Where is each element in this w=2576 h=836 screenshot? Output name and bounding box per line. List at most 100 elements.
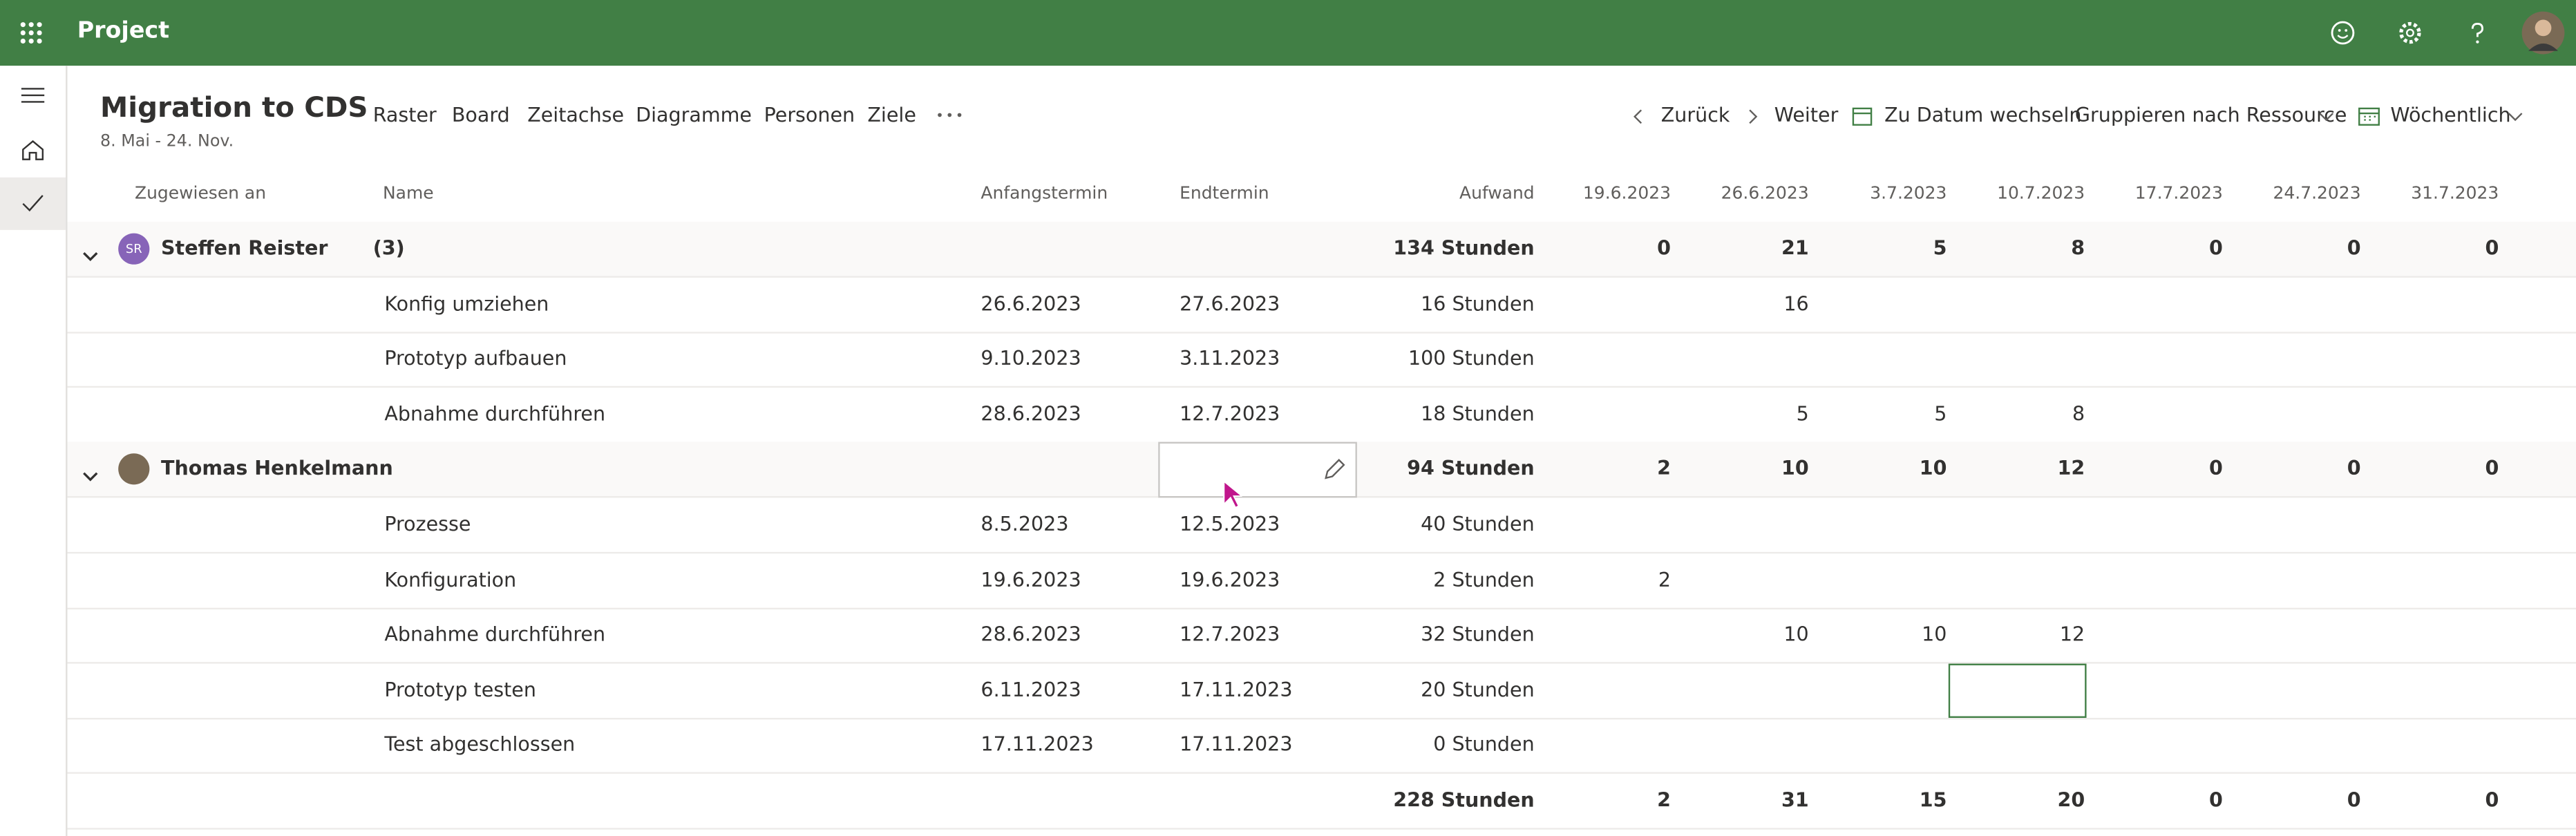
week-header: 26.6.2023 bbox=[1721, 184, 1809, 204]
task-name: Konfiguration bbox=[384, 567, 517, 591]
home-icon[interactable] bbox=[20, 136, 46, 162]
end-date: 19.6.2023 bbox=[1180, 567, 1280, 591]
effort: 32 Stunden bbox=[1421, 623, 1535, 646]
toolbar-icon bbox=[2358, 104, 2380, 135]
start-date: 17.11.2023 bbox=[981, 733, 1094, 757]
feedback-icon[interactable] bbox=[2329, 20, 2356, 46]
user-avatar[interactable] bbox=[2520, 10, 2566, 56]
task-name: Abnahme durchführen bbox=[384, 402, 606, 426]
expand-chevron[interactable] bbox=[82, 240, 99, 271]
week-value: 0 bbox=[2209, 236, 2223, 260]
task-name: Test abgeschlossen bbox=[384, 733, 576, 757]
tab[interactable]: Board bbox=[451, 103, 510, 127]
column-header: Aufwand bbox=[1459, 184, 1535, 204]
effort: 18 Stunden bbox=[1421, 402, 1535, 426]
task-row[interactable]: Abnahme durchführen 28.6.2023 12.7.2023 18 … bbox=[67, 388, 2576, 444]
resource-name: Steffen Reister bbox=[161, 236, 328, 260]
week-value: 2 bbox=[1657, 788, 1671, 812]
week-value: 10 bbox=[1922, 623, 1947, 646]
effort: 0 Stunden bbox=[1433, 733, 1535, 757]
week-value: 15 bbox=[1919, 788, 1947, 812]
more-icon[interactable] bbox=[936, 112, 963, 119]
task-row[interactable]: Konfig umziehen 26.6.2023 27.6.2023 16 Stun… bbox=[67, 277, 2576, 333]
task-name: Abnahme durchführen bbox=[384, 623, 606, 646]
week-value: 16 bbox=[1783, 292, 1809, 315]
week-value: 21 bbox=[1781, 236, 1809, 260]
tab[interactable]: Personen bbox=[764, 103, 855, 127]
settings-icon[interactable] bbox=[2397, 20, 2423, 46]
waffle-icon[interactable] bbox=[20, 21, 43, 44]
task-row[interactable]: Konfiguration 19.6.2023 19.6.2023 2 Stunden… bbox=[67, 553, 2576, 609]
task-name: Prototyp testen bbox=[384, 678, 536, 701]
edit-cell[interactable] bbox=[1158, 442, 1357, 499]
toolbar-button[interactable]: Zurück bbox=[1660, 103, 1730, 127]
toolbar-icon bbox=[1852, 104, 1875, 135]
tab[interactable]: Raster bbox=[372, 103, 437, 127]
start-date: 6.11.2023 bbox=[981, 678, 1081, 701]
toolbar-button[interactable]: Gruppieren nach Ressource bbox=[2074, 103, 2347, 127]
tasks-icon[interactable] bbox=[21, 194, 44, 214]
end-date: 17.11.2023 bbox=[1180, 678, 1293, 701]
effort: 40 Stunden bbox=[1421, 512, 1535, 536]
left-rail bbox=[0, 66, 68, 836]
week-value: 12 bbox=[2057, 457, 2085, 481]
expand-chevron[interactable] bbox=[82, 461, 99, 492]
group-row: Thomas Henkelmann 94 Stunden 2 10 10 12 0 0 0 bbox=[67, 442, 2576, 499]
start-date: 28.6.2023 bbox=[981, 402, 1081, 426]
toolbar-icon bbox=[2506, 104, 2526, 135]
week-value: 0 bbox=[2485, 788, 2499, 812]
column-header: Zugewiesen an bbox=[134, 184, 267, 204]
week-header: 31.7.2023 bbox=[2411, 184, 2499, 204]
start-date: 8.5.2023 bbox=[981, 512, 1069, 536]
week-value: 20 bbox=[2057, 788, 2085, 812]
resource-count: (3) bbox=[372, 236, 405, 260]
task-row[interactable]: Test abgeschlossen 17.11.2023 17.11.2023 0 … bbox=[67, 719, 2576, 775]
task-row[interactable]: Prototyp aufbauen 9.10.2023 3.11.2023 100 S… bbox=[67, 332, 2576, 388]
week-header: 10.7.2023 bbox=[1997, 184, 2085, 204]
selected-cell[interactable] bbox=[1948, 663, 2087, 718]
end-date: 12.5.2023 bbox=[1180, 512, 1280, 536]
tab[interactable]: Diagramme bbox=[636, 103, 752, 127]
week-value: 10 bbox=[1919, 457, 1947, 481]
effort: 2 Stunden bbox=[1433, 567, 1535, 591]
week-value: 2 bbox=[1658, 567, 1671, 591]
toolbar-icon bbox=[2316, 104, 2336, 135]
column-header: Anfangstermin bbox=[981, 184, 1108, 204]
start-date: 9.10.2023 bbox=[981, 347, 1081, 370]
end-date: 12.7.2023 bbox=[1180, 402, 1280, 426]
week-value: 5 bbox=[1934, 402, 1947, 426]
task-row[interactable]: Prozesse 8.5.2023 12.5.2023 40 Stunden bbox=[67, 497, 2576, 554]
task-row[interactable]: Abnahme durchführen 28.6.2023 12.7.2023 32 … bbox=[67, 608, 2576, 664]
resource-name: Thomas Henkelmann bbox=[161, 457, 393, 481]
app-name: Project bbox=[77, 18, 170, 45]
week-value: 5 bbox=[1933, 236, 1947, 260]
totals-row: 228 Stunden 2 31 15 20 0 0 0 bbox=[67, 774, 2576, 830]
start-date: 28.6.2023 bbox=[981, 623, 1081, 646]
tab[interactable]: Ziele bbox=[867, 103, 916, 127]
active-nav[interactable] bbox=[0, 177, 66, 230]
avatar bbox=[118, 454, 150, 486]
column-header: Endtermin bbox=[1180, 184, 1269, 204]
toolbar-button[interactable]: Weiter bbox=[1774, 103, 1839, 127]
week-value: 0 bbox=[2347, 457, 2361, 481]
task-name: Prototyp aufbauen bbox=[384, 347, 567, 370]
task-row[interactable]: Prototyp testen 6.11.2023 17.11.2023 20 Stu… bbox=[67, 663, 2576, 719]
task-name: Prozesse bbox=[384, 512, 471, 536]
week-value: 8 bbox=[2072, 402, 2085, 426]
avatar: SR bbox=[118, 233, 150, 265]
toolbar-button[interactable]: Zu Datum wechseln bbox=[1884, 103, 2082, 127]
week-value: 0 bbox=[2347, 788, 2361, 812]
column-header: Name bbox=[382, 184, 434, 204]
effort: 100 Stunden bbox=[1408, 347, 1535, 370]
week-value: 31 bbox=[1781, 788, 1809, 812]
week-value: 10 bbox=[1781, 457, 1809, 481]
toolbar-button[interactable]: Wöchentlich bbox=[2390, 103, 2511, 127]
toolbar-icon bbox=[1745, 104, 1761, 135]
week-value: 0 bbox=[1657, 236, 1671, 260]
menu-icon[interactable] bbox=[20, 86, 46, 106]
tab[interactable]: Zeitachse bbox=[527, 103, 625, 127]
project-title: Migration to CDS bbox=[100, 92, 368, 125]
top-bar: Project bbox=[0, 0, 2576, 66]
help-icon[interactable] bbox=[2464, 20, 2490, 46]
